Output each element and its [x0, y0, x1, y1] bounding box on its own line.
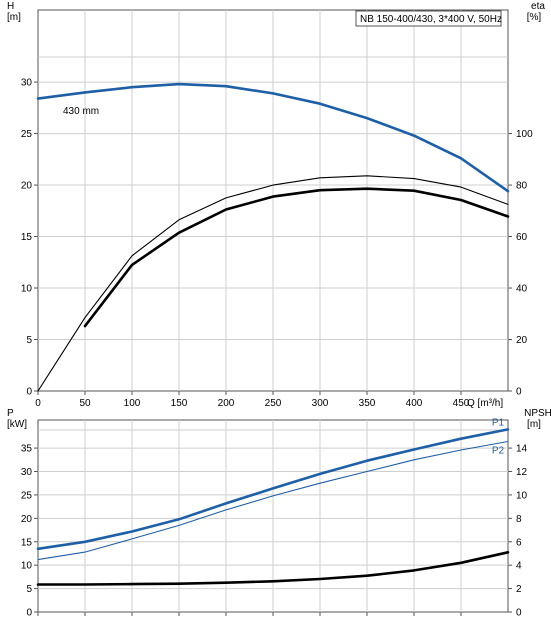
y-left-tick-label: 30 [21, 78, 33, 89]
y-left-axis-name: H [7, 1, 14, 12]
y-left-axis-unit: [kW] [7, 419, 27, 430]
y-left-tick-label: 20 [21, 181, 33, 192]
x-tick-label: 450 [453, 398, 470, 409]
y-left-axis-unit: [m] [7, 12, 21, 23]
y-right-tick-label: 14 [516, 444, 528, 455]
y-left-tick-label: 25 [21, 129, 33, 140]
series-label: P2 [492, 446, 505, 457]
y-right-tick-label: 40 [516, 284, 528, 295]
y-right-axis-name: NPSH [524, 408, 551, 419]
y-left-tick-label: 20 [21, 514, 33, 525]
y-left-axis-name: P [7, 408, 14, 419]
y-right-tick-label: 8 [516, 514, 522, 525]
series-line [83, 187, 510, 328]
y-right-tick-label: 2 [516, 584, 522, 595]
curve-label-430mm: 430 mm [63, 106, 99, 117]
y-left-tick-label: 0 [26, 608, 32, 619]
y-left-tick-label: 0 [26, 387, 32, 398]
series-line [36, 550, 510, 586]
x-tick-label: 300 [312, 398, 329, 409]
x-tick-label: 50 [79, 398, 91, 409]
y-right-tick-label: 80 [516, 181, 528, 192]
y-right-tick-label: 0 [516, 608, 522, 619]
y-right-tick-label: 4 [516, 561, 522, 572]
y-left-tick-label: 25 [21, 490, 33, 501]
y-right-axis-name: eta [531, 1, 545, 12]
series-line [37, 440, 509, 561]
y-right-tick-label: 60 [516, 232, 528, 243]
y-left-tick-label: 15 [21, 232, 33, 243]
y-right-tick-label: 100 [516, 129, 533, 140]
y-left-tick-label: 35 [21, 444, 33, 455]
y-right-axis-unit: [m] [527, 419, 541, 430]
y-right-tick-label: 12 [516, 467, 528, 478]
x-tick-label: 250 [265, 398, 282, 409]
chart-title: NB 150-400/430, 3*400 V, 50Hz [360, 14, 502, 25]
series-line [37, 175, 509, 392]
y-left-tick-label: 5 [26, 584, 32, 595]
y-right-tick-label: 0 [516, 387, 522, 398]
y-right-axis-unit: [%] [527, 12, 542, 23]
x-tick-label: 200 [218, 398, 235, 409]
y-left-tick-label: 15 [21, 537, 33, 548]
x-tick-label: 350 [359, 398, 376, 409]
series-line [36, 82, 510, 193]
series-line [36, 428, 510, 551]
y-right-tick-label: 10 [516, 490, 528, 501]
y-left-tick-label: 10 [21, 284, 33, 295]
x-tick-label: 100 [124, 398, 141, 409]
x-tick-label: 400 [406, 398, 423, 409]
y-right-tick-label: 20 [516, 335, 528, 346]
y-left-tick-label: 5 [26, 335, 32, 346]
series-label: P1 [492, 417, 505, 428]
title-box [355, 10, 502, 27]
x-axis-label: Q [m³/h] [467, 398, 503, 409]
y-left-tick-label: 10 [21, 561, 33, 572]
y-left-tick-label: 30 [21, 467, 33, 478]
y-right-tick-label: 6 [516, 537, 522, 548]
x-tick-label: 150 [171, 398, 188, 409]
x-tick-label: 0 [35, 398, 41, 409]
